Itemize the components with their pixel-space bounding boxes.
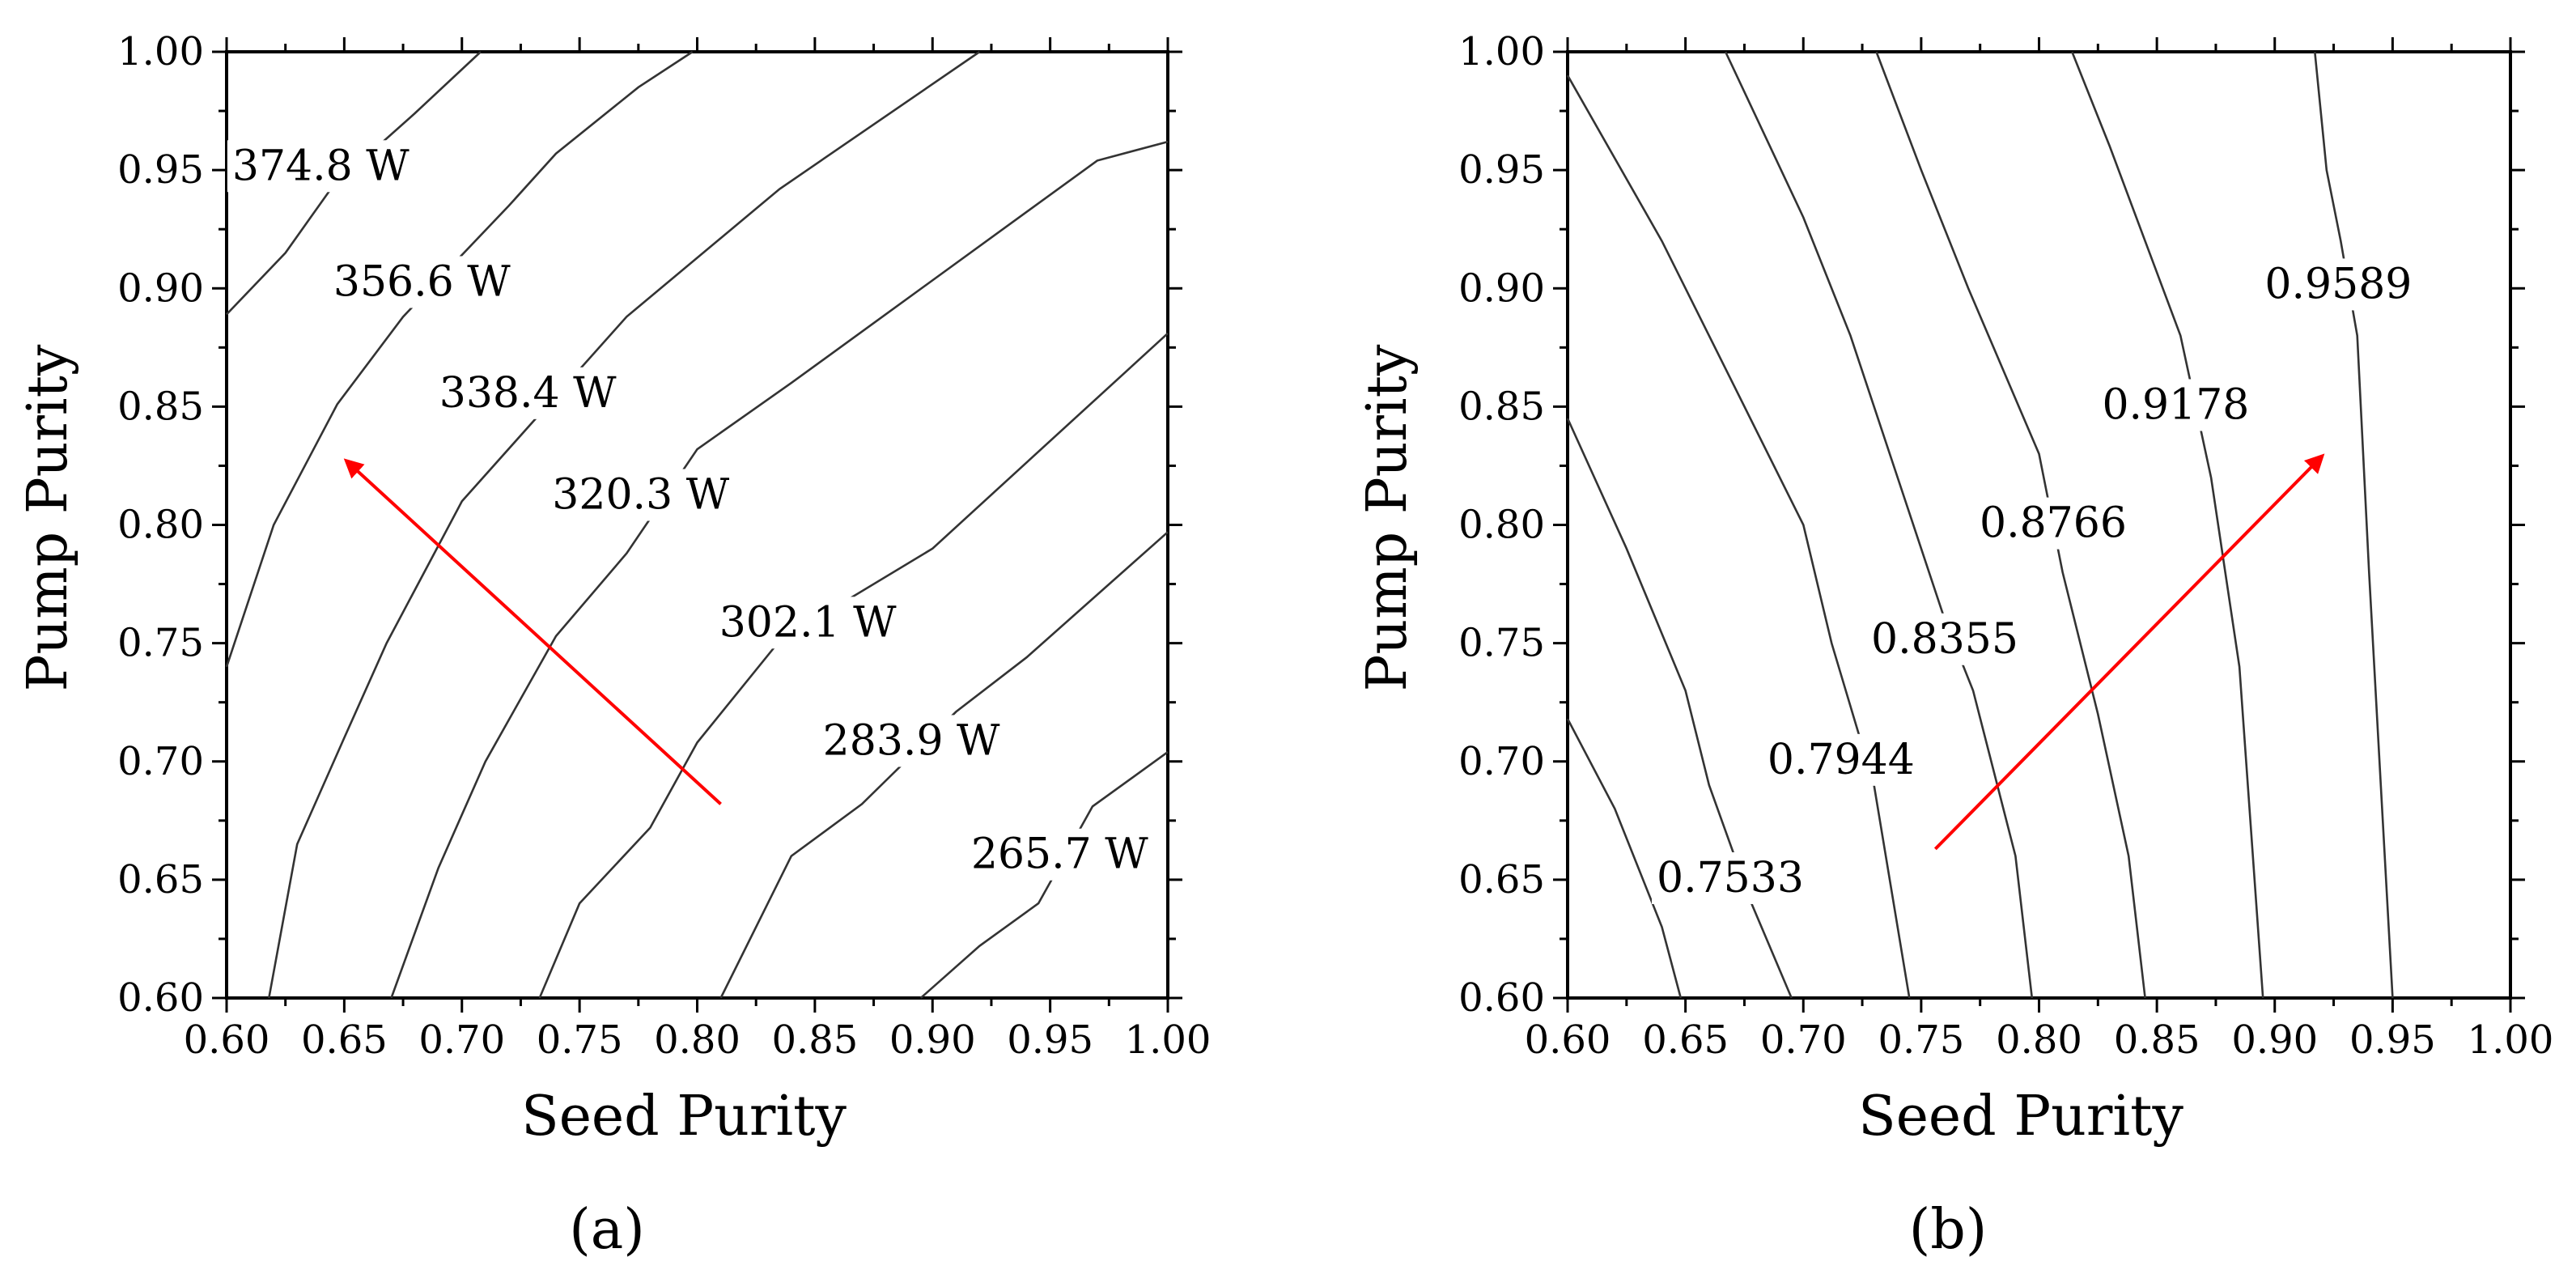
panel-b-y-tick-label: 0.75 <box>1458 621 1545 666</box>
panel-a-y-tick-label: 0.65 <box>117 857 204 902</box>
panel-a-contour-label: 283.9 W <box>823 716 1000 765</box>
panel-b-y-axis-label: Pump Purity <box>1356 344 1420 691</box>
panel-a-y-tick-label: 0.90 <box>117 265 204 311</box>
panel-a-contour-line <box>919 751 1169 999</box>
panel-b-y-tick-label: 1.00 <box>1458 29 1545 74</box>
panel-a-contour-label-backing <box>227 140 415 193</box>
panel-b-contour-line <box>2314 51 2394 999</box>
panel-a-contour-label: 265.7 W <box>971 830 1148 879</box>
panel-a-contour-line <box>390 140 1169 999</box>
panel-a-x-tick-label: 0.80 <box>654 1017 741 1063</box>
panel-b-x-tick-label: 0.70 <box>1760 1017 1847 1063</box>
panel-a-contour-label: 302.1 W <box>719 598 897 647</box>
panel-a-contour-label: 374.8 W <box>232 142 410 190</box>
panel-a-x-tick-label: 0.65 <box>301 1017 388 1063</box>
panel-b-x-axis-label: Seed Purity <box>1858 1085 2183 1149</box>
panel-b-x-tick-label: 0.85 <box>2114 1017 2200 1063</box>
panel-a-contour-label-backing <box>965 828 1154 881</box>
panel-b-y-tick-label: 0.85 <box>1458 384 1545 429</box>
panel-b-contour-label-backing <box>1866 613 2023 665</box>
panel-b-label: (b) <box>1909 1198 1988 1262</box>
panel-b-y-tick-label: 0.60 <box>1458 975 1545 1021</box>
panel-a-y-tick-label: 0.95 <box>117 147 204 193</box>
panel-a-y-tick-label: 0.70 <box>117 739 204 784</box>
panel-b-contour-label: 0.8355 <box>1871 615 2018 664</box>
panel-a-contour-label: 320.3 W <box>552 471 729 520</box>
panel-b-y-tick-label: 0.65 <box>1458 857 1545 902</box>
panel-a-y-tick-label: 0.60 <box>117 975 204 1021</box>
panel-b-contour-label: 0.9589 <box>2264 260 2412 308</box>
panel-b-contour-label-backing <box>1762 733 1920 786</box>
panel-a-label: (a) <box>569 1198 645 1262</box>
panel-a-y-tick-label: 0.75 <box>117 621 204 666</box>
panel-b-contour-label-backing <box>2097 379 2255 431</box>
panel-a-x-tick-label: 0.95 <box>1007 1017 1093 1063</box>
panel-b-x-tick-label: 0.80 <box>1996 1017 2082 1063</box>
panel-b-x-tick-label: 0.90 <box>2231 1017 2318 1063</box>
panel-b-y-tick-label: 0.80 <box>1458 503 1545 548</box>
panel-b-x-tick-label: 0.60 <box>1525 1017 1611 1063</box>
panel-b-contour-label-backing <box>1974 497 2132 550</box>
panel-a-x-tick-label: 0.60 <box>184 1017 270 1063</box>
panel-b-contour-line <box>2071 51 2264 999</box>
panel-a-y-tick-label: 0.80 <box>117 503 204 548</box>
panel-a-y-tick-label: 1.00 <box>117 29 204 74</box>
panel-a-contour-line <box>268 50 981 999</box>
panel-a-x-tick-label: 0.75 <box>537 1017 623 1063</box>
panel-a-contour-label: 338.4 W <box>439 369 617 418</box>
panel-a-contour-label-backing <box>434 367 622 419</box>
panel-b-y-tick-label: 0.95 <box>1458 147 1545 193</box>
panel-b-x-tick-label: 0.95 <box>2349 1017 2436 1063</box>
panel-a-x-axis-label: Seed Purity <box>521 1085 847 1149</box>
panel-b-x-tick-label: 0.75 <box>1878 1017 1964 1063</box>
panel-a-contour-label-backing <box>547 469 735 521</box>
panel-a-x-tick-label: 0.70 <box>418 1017 505 1063</box>
panel-b-contour-line <box>1724 51 2034 999</box>
panel-a-y-axis-label: Pump Purity <box>16 344 80 691</box>
panel-a-x-tick-label: 0.85 <box>771 1017 858 1063</box>
panel-a-y-tick-label: 0.85 <box>117 384 204 429</box>
panel-b-contour-line <box>1566 418 1793 999</box>
panel-b-x-tick-label: 0.65 <box>1642 1017 1729 1063</box>
panel-a-x-tick-label: 1.00 <box>1125 1017 1212 1063</box>
panel-a-contour-label-backing <box>714 597 902 649</box>
panel-b-contour-label: 0.8766 <box>1980 499 2127 548</box>
panel-b-chart: Pump Purity Seed Purity (b) 0.600.60 0.65… <box>1356 29 2553 1262</box>
panel-a-contour-label-backing <box>817 715 1006 767</box>
panel-b-y-tick-label: 0.90 <box>1458 265 1545 311</box>
panel-a-trend-arrow <box>343 458 722 805</box>
panel-b-y-tick-label: 0.70 <box>1458 739 1545 784</box>
panel-b-trend-arrow <box>1933 453 2325 851</box>
panel-a-x-tick-label: 0.90 <box>889 1017 976 1063</box>
panel-b-contour-label-backing <box>2260 258 2417 311</box>
panel-b-contour-label: 0.9178 <box>2102 380 2249 429</box>
panel-a-chart: Pump Purity Seed Purity (a) 0.600.60 0.65… <box>16 29 1211 1262</box>
panel-b-contour-label: 0.7533 <box>1657 854 1804 902</box>
panel-a-contour-label-backing <box>328 256 516 308</box>
panel-a-contour-line <box>538 332 1169 999</box>
panel-b-contour-label: 0.7944 <box>1768 736 1915 784</box>
panel-a-contour-label: 356.6 W <box>333 257 511 306</box>
panel-b-contour-label-backing <box>1651 851 1809 904</box>
panel-b-x-tick-label: 1.00 <box>2468 1017 2554 1063</box>
panel-b-contour-line <box>1566 718 1683 999</box>
